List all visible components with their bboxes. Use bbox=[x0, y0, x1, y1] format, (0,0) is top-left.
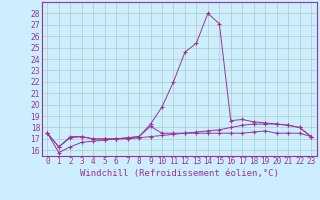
X-axis label: Windchill (Refroidissement éolien,°C): Windchill (Refroidissement éolien,°C) bbox=[80, 169, 279, 178]
